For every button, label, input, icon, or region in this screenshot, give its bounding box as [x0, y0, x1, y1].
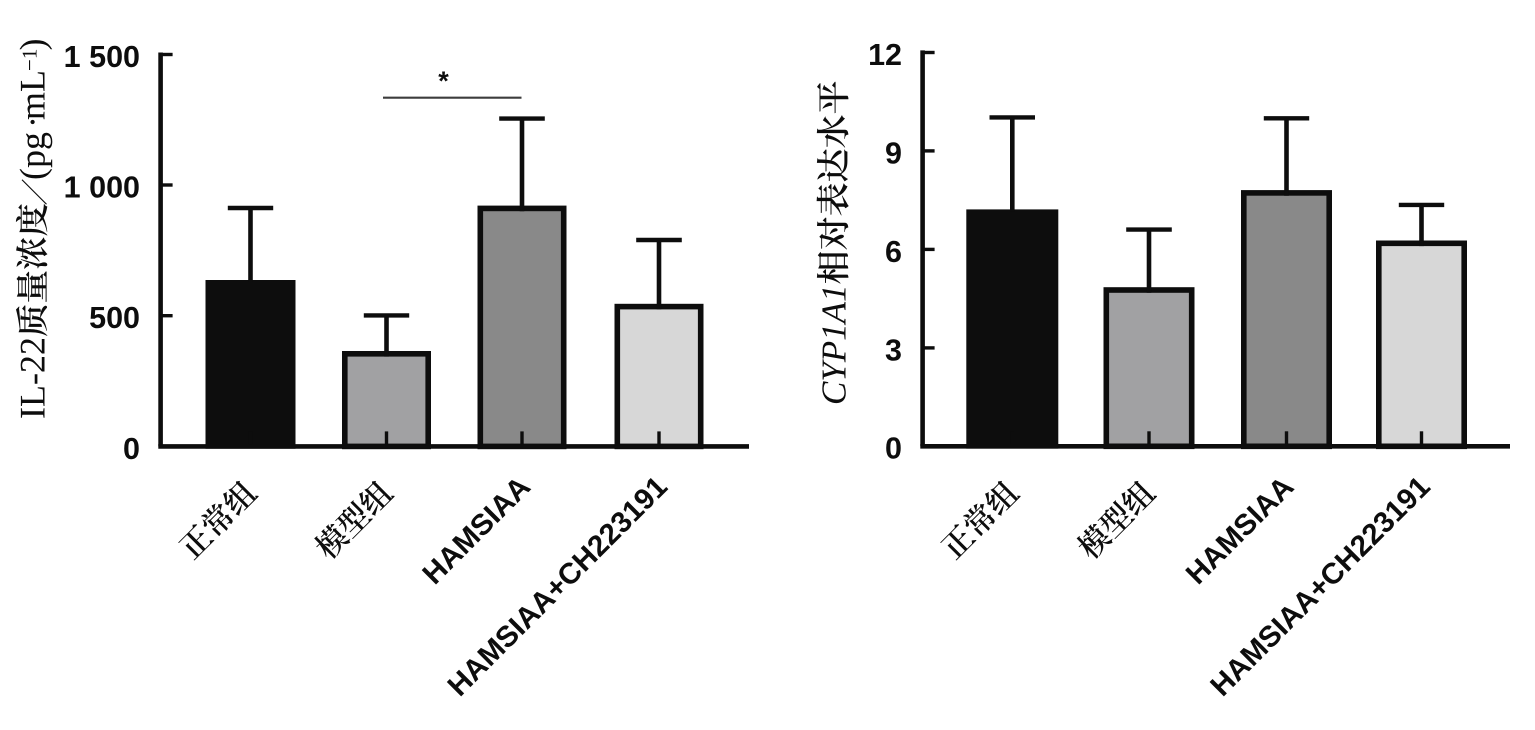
- svg-text:1 500: 1 500: [64, 40, 140, 74]
- svg-text:12: 12: [868, 38, 902, 72]
- svg-text:6: 6: [885, 235, 902, 269]
- svg-text:3: 3: [885, 333, 902, 367]
- svg-text:0: 0: [123, 432, 140, 466]
- svg-text:0: 0: [885, 432, 902, 466]
- svg-text:9: 9: [885, 136, 902, 170]
- svg-text:500: 500: [89, 301, 140, 335]
- svg-text:*: *: [438, 66, 449, 96]
- svg-text:1 000: 1 000: [64, 170, 140, 204]
